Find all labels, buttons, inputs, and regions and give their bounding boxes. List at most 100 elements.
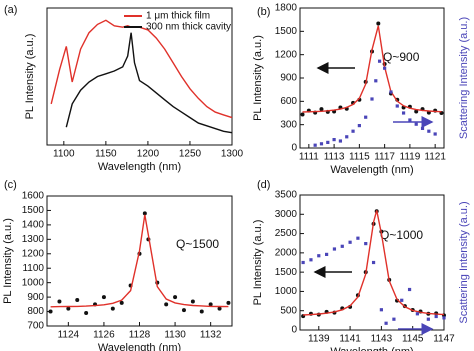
x-tick-label: 1126 (93, 330, 115, 341)
y-tick-label: 900 (27, 292, 44, 303)
x-tick-label: 1141 (339, 334, 361, 345)
data-dot (173, 295, 178, 300)
data-square (434, 314, 438, 319)
panel-label: (d) (257, 179, 270, 191)
data-dot (181, 308, 186, 313)
y-tick-label: 1000 (275, 286, 298, 297)
x-tick-label: 1111 (299, 152, 319, 163)
annotation: Q~1000 (380, 228, 423, 242)
data-dot (164, 302, 169, 307)
x-tick-label: 1145 (402, 334, 424, 345)
x-tick-label: 1200 (137, 149, 160, 160)
x-tick-label: 1124 (58, 330, 80, 341)
y-axis-title: PL Intensity (a.u.) (252, 220, 264, 306)
x-tick-label: 1139 (308, 334, 330, 345)
x-tick-label: 1121 (424, 152, 446, 163)
y-tick-label: 1800 (275, 3, 298, 14)
data-square (313, 143, 317, 147)
x-tick-label: 1143 (371, 334, 393, 345)
data-dot (217, 306, 222, 311)
y-tick-label: 800 (27, 306, 44, 317)
data-dot (119, 300, 124, 305)
panel-label: (c) (4, 179, 17, 191)
data-dot (208, 302, 213, 307)
data-square (379, 308, 383, 312)
data-dot (101, 295, 106, 300)
data-line (50, 19, 233, 119)
y-axis-title: PL Intensity (a.u.) (24, 34, 36, 120)
y-tick-label: 3500 (275, 190, 298, 201)
data-dot (66, 306, 71, 311)
data-square (364, 115, 368, 119)
data-square (408, 118, 412, 122)
data-square (374, 79, 378, 83)
data-dot (199, 309, 204, 314)
data-dot (84, 311, 89, 315)
data-dot (376, 21, 381, 26)
data-dot (57, 299, 62, 304)
data-square (383, 66, 387, 70)
data-square (384, 321, 388, 325)
y-tick-label: 0 (291, 143, 297, 154)
data-square (351, 129, 355, 133)
plot-frame (46, 7, 233, 146)
data-square (370, 97, 374, 101)
data-square (356, 236, 360, 240)
y-tick-label: 3000 (275, 209, 298, 220)
data-square (309, 258, 313, 262)
data-square (427, 129, 431, 133)
data-square (326, 140, 330, 144)
x-tick-label: 1130 (164, 330, 186, 341)
data-line (65, 32, 233, 134)
data-square (407, 287, 412, 292)
data-square (338, 139, 343, 143)
x-tick-label: 1100 (53, 149, 75, 160)
y-tick-label: 1000 (22, 277, 45, 288)
y-tick-label: 1500 (275, 26, 298, 37)
y-tick-label: 500 (280, 305, 297, 316)
y-tick-label: 1200 (275, 49, 298, 60)
data-square (357, 124, 361, 128)
panel-label: (a) (4, 4, 17, 16)
data-square (319, 142, 324, 146)
data-dot (226, 300, 231, 305)
y-tick-label: 2000 (275, 247, 298, 258)
annotation: Q~900 (383, 50, 420, 64)
x-tick-label: 1128 (129, 330, 151, 341)
y-tick-label: 1300 (22, 234, 45, 245)
annotation: Q~1500 (176, 237, 219, 251)
data-line (303, 210, 445, 316)
y-tick-label: 2500 (275, 228, 298, 239)
y-tick-label: 700 (27, 321, 44, 332)
y-tick-label: 1200 (22, 248, 45, 259)
x-axis-title: Wavelength (nm) (330, 346, 413, 351)
x-axis-title: Wavelength (nm) (98, 342, 181, 351)
y2-axis-title: Scattering Intensity (a.u.) (458, 201, 470, 323)
y-axis-title: PL Intensity (a.u.) (2, 218, 14, 304)
y-tick-label: 1100 (22, 263, 44, 274)
x-tick-label: 1147 (433, 334, 455, 345)
y-tick-label: 1500 (22, 205, 45, 216)
data-dot (110, 306, 115, 311)
data-dot (190, 299, 195, 304)
data-dot (75, 298, 80, 302)
data-line (302, 25, 442, 113)
data-dot (300, 112, 305, 117)
data-square (392, 317, 396, 321)
data-dot (414, 109, 419, 114)
legend-label: 300 nm thick cavity (146, 22, 231, 33)
data-square (415, 312, 419, 316)
x-tick-label: 1117 (374, 152, 395, 163)
panel-label: (b) (257, 6, 270, 18)
data-dot (142, 211, 147, 216)
data-square (400, 298, 404, 302)
data-line (50, 214, 229, 308)
x-tick-label: 1113 (324, 152, 345, 163)
data-square (433, 132, 437, 136)
data-square (317, 254, 321, 258)
y-tick-label: 900 (280, 73, 297, 84)
y-tick-label: 1400 (22, 220, 45, 231)
data-dot (319, 107, 324, 112)
data-square (414, 122, 418, 126)
data-dot (48, 309, 53, 314)
